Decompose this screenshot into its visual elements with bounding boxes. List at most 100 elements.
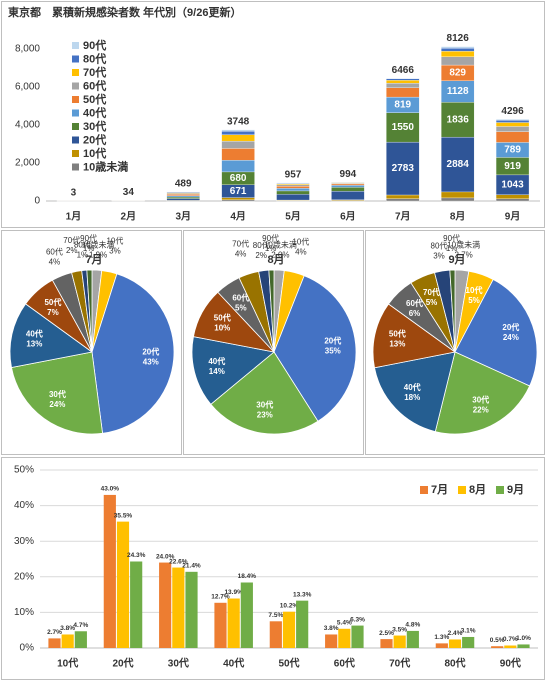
slice-label: 4% xyxy=(49,257,61,266)
segment-label: 2783 xyxy=(392,163,415,174)
y-tick-label: 0% xyxy=(20,643,35,654)
pie-title: 7月 xyxy=(85,253,102,266)
slice-category: 60代 xyxy=(406,298,423,308)
pie-slice xyxy=(191,336,275,405)
legend-swatch xyxy=(72,109,79,117)
segment-label: 671 xyxy=(230,186,247,197)
bar-segment xyxy=(441,47,475,52)
bar xyxy=(435,643,448,648)
bar-segment xyxy=(386,78,420,81)
x-tick-label: 20代 xyxy=(112,657,133,670)
x-tick-label: 50代 xyxy=(278,657,299,670)
value-label: 18.4% xyxy=(238,573,257,580)
bar-segment xyxy=(441,46,475,49)
bar-segment xyxy=(221,160,255,173)
total-label: 489 xyxy=(175,178,192,189)
segment-label: 2884 xyxy=(447,159,470,170)
bar xyxy=(227,598,240,648)
value-label: 24.0% xyxy=(156,553,175,560)
bar-segment xyxy=(495,126,530,132)
slice-category: 60代 xyxy=(46,246,63,256)
pie-slice xyxy=(273,275,357,422)
bar-segment xyxy=(441,191,475,199)
slice-label: 1.9% xyxy=(89,250,107,259)
bar-segment xyxy=(331,185,365,188)
value-label: 4.7% xyxy=(73,622,88,629)
bar xyxy=(240,582,253,648)
y-tick-label: 30% xyxy=(14,536,34,547)
bar-segment xyxy=(386,112,420,143)
legend-label: 60代 xyxy=(83,78,106,92)
x-tick-label: 3月 xyxy=(175,211,191,223)
slice-category: 10歳未満 xyxy=(82,239,115,249)
slice-category: 70代 xyxy=(423,287,440,297)
bar-segment xyxy=(221,134,255,142)
legend-label: 7月 xyxy=(431,483,448,496)
chart-title: 東京都 累積新規感染者数 年代別（9/26更新） xyxy=(8,5,241,19)
slice-category: 40代 xyxy=(404,382,421,392)
value-label: 4.8% xyxy=(405,622,420,629)
value-label: 2.7% xyxy=(47,629,62,636)
slice-label: 13% xyxy=(26,339,42,348)
bar-segment xyxy=(276,188,310,192)
slice-label: 2.0% xyxy=(271,250,289,259)
bar xyxy=(462,636,475,648)
bar-segment xyxy=(386,194,420,199)
slice-category: 70代 xyxy=(63,235,80,245)
bar-segment xyxy=(166,195,200,198)
slice-label: 1% xyxy=(265,244,277,253)
slice-label: 22% xyxy=(473,405,489,414)
x-tick-label: 1月 xyxy=(66,211,82,223)
bar xyxy=(406,630,419,648)
slice-label: 1% xyxy=(77,251,89,260)
value-label: 1.0% xyxy=(516,635,531,642)
slice-category: 20代 xyxy=(502,322,519,332)
x-tick-label: 10代 xyxy=(57,657,78,670)
value-label: 13.3% xyxy=(293,591,312,598)
legend-label: 20代 xyxy=(83,132,106,146)
total-label: 4296 xyxy=(501,106,524,117)
bar-segment xyxy=(221,199,255,202)
slice-label: 3% xyxy=(433,251,445,260)
bar xyxy=(448,639,462,648)
total-label: 34 xyxy=(123,187,135,198)
total-label: 6466 xyxy=(392,65,415,76)
segment-label: 1836 xyxy=(447,114,470,125)
y-tick-label: 6,000 xyxy=(15,82,40,93)
legend-swatch xyxy=(72,150,79,157)
bar-segment xyxy=(441,136,475,193)
slice-label: 1% xyxy=(83,244,95,253)
segment-label: 829 xyxy=(449,68,466,79)
bar xyxy=(159,562,172,648)
slice-category: 40代 xyxy=(208,356,225,366)
value-label: 0.7% xyxy=(503,636,518,643)
slice-label: 43% xyxy=(143,357,159,366)
bar xyxy=(103,494,116,648)
bar xyxy=(338,628,351,648)
legend-swatch xyxy=(420,486,428,494)
segment-label: 789 xyxy=(504,145,521,156)
pie-title: 8月 xyxy=(267,253,284,266)
value-label: 24.3% xyxy=(127,552,146,559)
slice-category: 80代 xyxy=(253,240,270,250)
legend-swatch xyxy=(458,486,466,494)
bar-segment xyxy=(276,186,310,189)
legend-swatch xyxy=(72,123,79,130)
slice-label: 5% xyxy=(426,298,438,307)
slice-label: 18% xyxy=(404,393,420,402)
legend-label: 90代 xyxy=(83,38,106,52)
total-label: 3748 xyxy=(227,116,250,127)
legend-label: 80代 xyxy=(83,51,106,65)
legend-label: 50代 xyxy=(83,92,106,106)
value-label: 3.8% xyxy=(324,625,339,632)
slice-label: 10% xyxy=(214,324,230,333)
bar xyxy=(61,634,74,648)
bar xyxy=(185,571,198,648)
slice-category: 60代 xyxy=(232,292,249,302)
slice-label: 13% xyxy=(389,339,405,348)
bar-segment xyxy=(276,190,310,195)
slice-label: 3% xyxy=(109,247,121,256)
slice-label: 7% xyxy=(47,308,59,317)
slice-category: 40代 xyxy=(26,328,43,338)
pie-slice xyxy=(454,278,538,387)
